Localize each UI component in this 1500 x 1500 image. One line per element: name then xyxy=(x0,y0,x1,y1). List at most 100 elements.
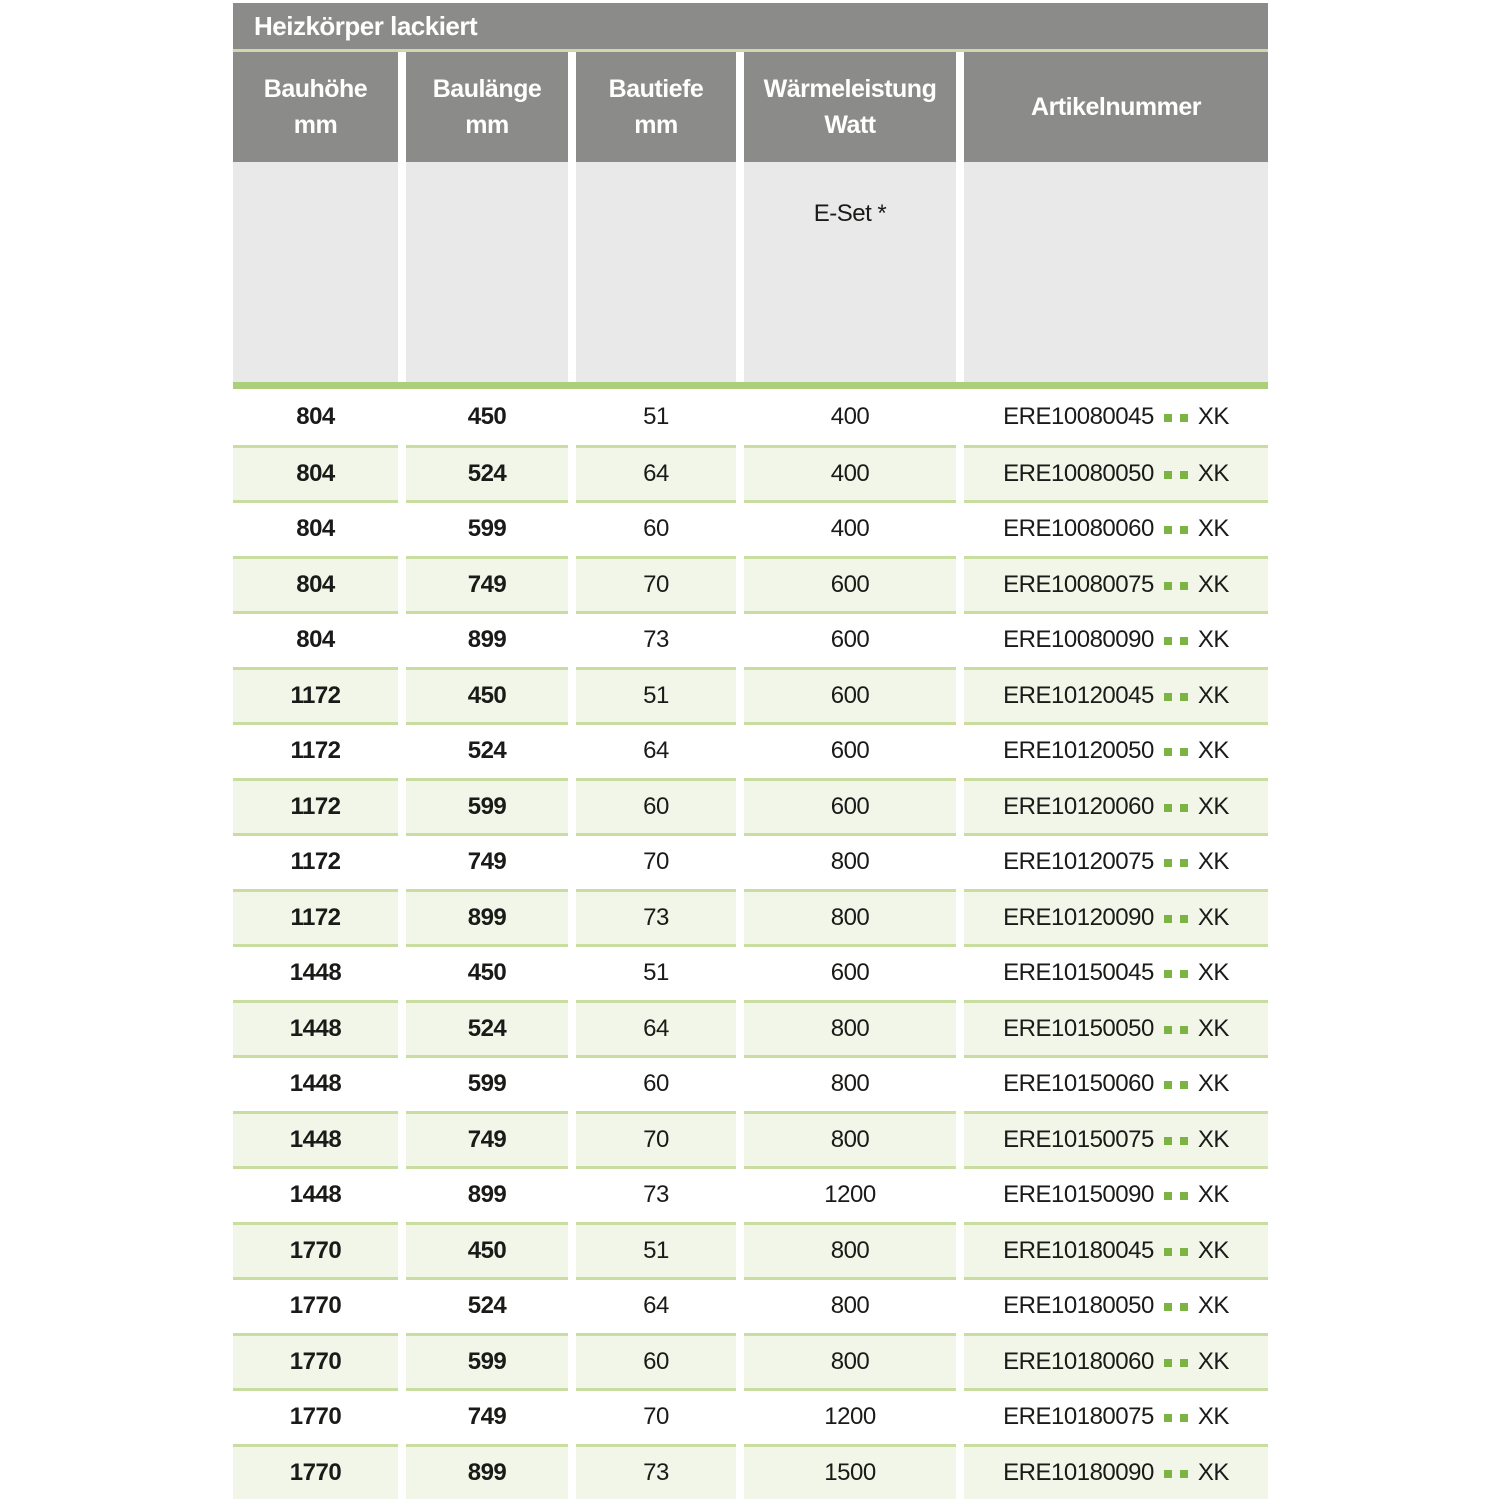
cell-bauhoehe: 1172 xyxy=(233,666,398,722)
artikel-color-dot-icon xyxy=(1179,803,1188,812)
cell-artikelnummer: ERE10080060 XK xyxy=(964,500,1268,556)
artikel-color-dot-icon xyxy=(1163,859,1172,868)
column-header-label: Baulänge xyxy=(432,74,542,103)
cell-bautiefe: 73 xyxy=(576,888,736,944)
cell-bautiefe: 70 xyxy=(576,1110,736,1166)
artikel-color-dot-icon xyxy=(1179,1358,1188,1367)
artikel-suffix: XK xyxy=(1197,848,1230,876)
artikel-color-dot-icon xyxy=(1179,748,1188,757)
artikel-suffix: XK xyxy=(1197,402,1230,430)
artikel-color-dot-icon xyxy=(1163,803,1172,812)
artikel-suffix: XK xyxy=(1197,792,1230,820)
cell-artikelnummer: ERE10150075 XK xyxy=(964,1110,1268,1166)
column-header-waermeleistung: Wärmeleistung Watt xyxy=(744,52,956,162)
artikel-color-dot-icon xyxy=(1163,1247,1172,1256)
cell-baulaenge: 599 xyxy=(406,1332,568,1388)
cell-bautiefe: 73 xyxy=(576,1443,736,1499)
cell-bauhoehe: 804 xyxy=(233,500,398,556)
cell-artikelnummer: ERE10120050 XK xyxy=(964,722,1268,778)
cell-baulaenge: 749 xyxy=(406,555,568,611)
table-row: 1172 450 51 600 ERE10120045 XK xyxy=(233,666,1268,722)
column-header-unit: mm xyxy=(465,111,509,139)
cell-bautiefe: 64 xyxy=(576,722,736,778)
table-row: 1172 749 70 800 ERE10120075 XK xyxy=(233,833,1268,889)
cell-bautiefe: 64 xyxy=(576,1277,736,1333)
cell-artikelnummer: ERE10120060 XK xyxy=(964,777,1268,833)
artikel-color-dot-icon xyxy=(1163,581,1172,590)
artikel-color-dot-icon xyxy=(1163,470,1172,479)
artikel-code: ERE10180090 xyxy=(1003,1458,1154,1486)
cell-waermeleistung: 800 xyxy=(744,833,956,889)
cell-baulaenge: 450 xyxy=(406,389,568,445)
artikel-color-dot-icon xyxy=(1163,637,1172,646)
table-row: 1770 599 60 800 ERE10180060 XK xyxy=(233,1332,1268,1388)
artikel-suffix: XK xyxy=(1197,1125,1230,1153)
artikel-suffix: XK xyxy=(1197,1458,1230,1486)
cell-waermeleistung: 400 xyxy=(744,500,956,556)
cell-bautiefe: 73 xyxy=(576,1166,736,1222)
table-row: 1448 450 51 600 ERE10150045 XK xyxy=(233,944,1268,1000)
subheader-cell-waermeleistung: E-Set * xyxy=(744,162,956,382)
cell-bautiefe: 64 xyxy=(576,444,736,500)
artikel-suffix: XK xyxy=(1197,626,1230,654)
artikel-code: ERE10120090 xyxy=(1003,903,1154,931)
product-table: Heizkörper lackiert Bauhöhe mm Baulänge … xyxy=(233,3,1268,1499)
cell-artikelnummer: ERE10120075 XK xyxy=(964,833,1268,889)
cell-bauhoehe: 1448 xyxy=(233,944,398,1000)
table-row: 804 599 60 400 ERE10080060 XK xyxy=(233,500,1268,556)
artikel-color-dot-icon xyxy=(1163,1303,1172,1312)
artikel-code: ERE10150090 xyxy=(1003,1181,1154,1209)
subheader-cell-bauhoehe xyxy=(233,162,398,382)
cell-artikelnummer: ERE10080045 XK xyxy=(964,389,1268,445)
artikel-suffix: XK xyxy=(1197,515,1230,543)
artikel-color-dot-icon xyxy=(1179,637,1188,646)
cell-baulaenge: 524 xyxy=(406,999,568,1055)
column-header-bautiefe: Bautiefe mm xyxy=(576,52,736,162)
cell-bauhoehe: 1448 xyxy=(233,999,398,1055)
artikel-suffix: XK xyxy=(1197,459,1230,487)
cell-bautiefe: 51 xyxy=(576,1221,736,1277)
artikel-color-dot-icon xyxy=(1163,1469,1172,1478)
cell-bautiefe: 60 xyxy=(576,1055,736,1111)
cell-bauhoehe: 1172 xyxy=(233,777,398,833)
cell-bautiefe: 51 xyxy=(576,666,736,722)
artikel-color-dot-icon xyxy=(1179,1469,1188,1478)
cell-waermeleistung: 800 xyxy=(744,1221,956,1277)
cell-waermeleistung: 800 xyxy=(744,999,956,1055)
cell-bautiefe: 51 xyxy=(576,944,736,1000)
column-header-unit: mm xyxy=(634,111,678,139)
cell-bautiefe: 60 xyxy=(576,500,736,556)
cell-waermeleistung: 600 xyxy=(744,611,956,667)
table-row: 804 450 51 400 ERE10080045 XK xyxy=(233,389,1268,445)
cell-baulaenge: 749 xyxy=(406,1110,568,1166)
cell-baulaenge: 899 xyxy=(406,1166,568,1222)
artikel-color-dot-icon xyxy=(1179,859,1188,868)
cell-baulaenge: 599 xyxy=(406,500,568,556)
cell-waermeleistung: 800 xyxy=(744,1332,956,1388)
table-row: 1448 524 64 800 ERE10150050 XK xyxy=(233,999,1268,1055)
artikel-code: ERE10180045 xyxy=(1003,1236,1154,1264)
cell-baulaenge: 899 xyxy=(406,888,568,944)
artikel-color-dot-icon xyxy=(1163,1025,1172,1034)
column-header-label: Wärmeleistung xyxy=(763,74,937,103)
artikel-color-dot-icon xyxy=(1163,1081,1172,1090)
cell-artikelnummer: ERE10080075 XK xyxy=(964,555,1268,611)
artikel-suffix: XK xyxy=(1197,1403,1230,1431)
artikel-code: ERE10150075 xyxy=(1003,1125,1154,1153)
cell-bauhoehe: 804 xyxy=(233,611,398,667)
cell-bautiefe: 70 xyxy=(576,833,736,889)
cell-baulaenge: 749 xyxy=(406,1388,568,1444)
table-row: 1770 899 73 1500 ERE10180090 XK xyxy=(233,1443,1268,1499)
cell-waermeleistung: 800 xyxy=(744,1277,956,1333)
eset-label: E-Set * xyxy=(813,200,887,227)
cell-baulaenge: 749 xyxy=(406,833,568,889)
artikel-color-dot-icon xyxy=(1179,970,1188,979)
artikel-color-dot-icon xyxy=(1179,1303,1188,1312)
column-header-row: Bauhöhe mm Baulänge mm Bautiefe mm Wärme… xyxy=(233,52,1268,162)
artikel-color-dot-icon xyxy=(1163,526,1172,535)
cell-baulaenge: 450 xyxy=(406,1221,568,1277)
artikel-code: ERE10080050 xyxy=(1003,459,1154,487)
artikel-code: ERE10150060 xyxy=(1003,1070,1154,1098)
artikel-code: ERE10120050 xyxy=(1003,737,1154,765)
cell-bauhoehe: 1448 xyxy=(233,1110,398,1166)
